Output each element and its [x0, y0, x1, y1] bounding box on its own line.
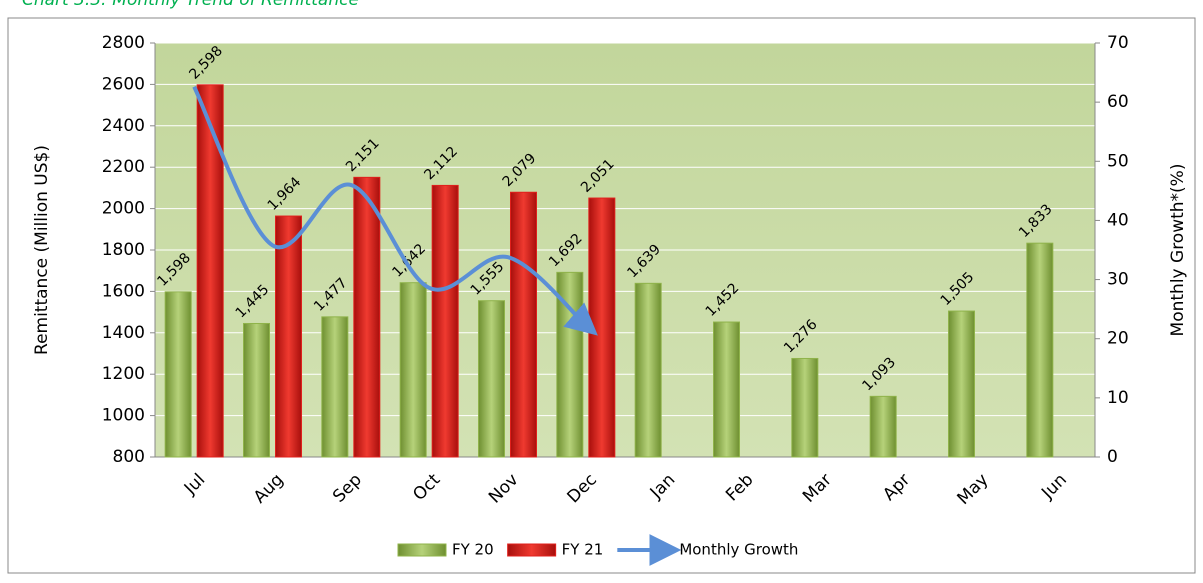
y-tick-label: 2600	[102, 74, 145, 94]
bar	[1026, 242, 1054, 458]
y2-tick-label: 60	[1107, 92, 1129, 112]
y2-tick-label: 0	[1107, 447, 1118, 467]
bar	[948, 310, 975, 458]
y-tick-label: 2400	[102, 116, 145, 136]
y2-tick-label: 40	[1107, 210, 1129, 230]
bar	[399, 282, 427, 458]
y-tick-label: 800	[113, 447, 145, 467]
y-tick-label: 1800	[102, 240, 145, 260]
bar	[791, 357, 819, 458]
y-tick-label: 1000	[102, 406, 145, 426]
bar	[353, 176, 381, 458]
bar	[588, 197, 616, 458]
legend-swatch	[397, 543, 447, 557]
bar	[164, 291, 192, 458]
bar	[713, 321, 740, 458]
y2-tick-label: 10	[1107, 388, 1129, 408]
y-tick-label: 1400	[102, 323, 145, 343]
bar	[431, 184, 459, 458]
bar	[275, 215, 302, 458]
bar	[510, 191, 537, 458]
legend-swatch	[507, 543, 557, 557]
bar	[243, 322, 270, 458]
y-axis-label: Remittance (Million US$)	[32, 145, 52, 355]
y-tick-label: 1200	[102, 364, 145, 384]
growth-line	[192, 85, 598, 336]
bar	[478, 300, 505, 458]
y2-tick-label: 30	[1107, 270, 1129, 290]
y2-tick-label: 20	[1107, 329, 1129, 349]
y-tick-label: 1600	[102, 281, 145, 301]
y-tick-label: 2000	[102, 199, 145, 219]
y-tick-label: 2800	[102, 33, 145, 53]
chart-title: Chart 3.3: Monthly Trend of Remittance	[22, 0, 359, 10]
bar	[634, 282, 662, 458]
bar	[869, 395, 897, 458]
y2-tick-label: 50	[1107, 151, 1129, 171]
legend-label: FY 21	[562, 541, 604, 559]
legend-label: Monthly Growth	[679, 541, 798, 559]
y2-tick-label: 70	[1107, 33, 1129, 53]
legend-label: FY 20	[452, 541, 494, 559]
bar	[196, 84, 224, 458]
y-tick-label: 2200	[102, 157, 145, 177]
bar	[321, 316, 349, 458]
y2-axis-label: Monthly Growth*(%)	[1168, 164, 1188, 337]
